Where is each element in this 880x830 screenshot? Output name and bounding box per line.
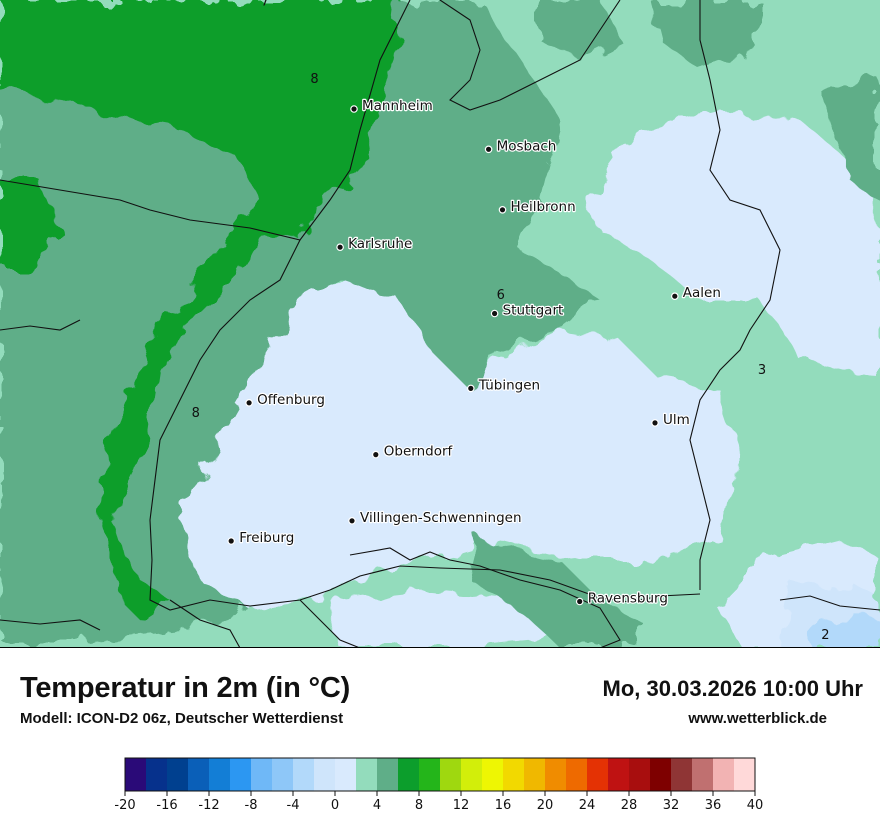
valid-datetime: Mo, 30.03.2026 10:00 Uhr: [602, 676, 863, 701]
contour-labels: 78683265: [192, 0, 830, 643]
colorbar-swatch: [545, 758, 567, 791]
colorbar-swatch: [230, 758, 252, 791]
city-dot-t-bingen: [466, 384, 475, 393]
website-link[interactable]: www.wetterblick.de: [688, 710, 827, 727]
city-label: Offenburg: [257, 392, 325, 408]
colorbar-swatches: [124, 757, 756, 792]
city-markers: Mannheim Mosbach Heilbronn Karlsruhe Stuttga…: [227, 97, 722, 608]
colorbar-swatch: [713, 758, 735, 791]
colorbar-tick-label: -20: [114, 798, 135, 813]
colorbar-swatch: [356, 758, 378, 791]
colorbar-swatch: [629, 758, 651, 791]
city-dot-freiburg: [227, 537, 236, 545]
city-dot-mosbach: [484, 145, 493, 154]
city-label: Mannheim: [362, 98, 433, 114]
colorbar-swatch: [566, 758, 588, 791]
city-label: Karlsruhe: [348, 236, 412, 252]
contour-label: 3: [758, 363, 766, 378]
colorbar-tick-label: 36: [705, 798, 722, 813]
colorbar-tick-label: 24: [579, 798, 596, 813]
colorbar-tick-label: 16: [495, 798, 512, 813]
colorbar-tick-label: -8: [245, 798, 258, 813]
colorbar-swatch: [419, 758, 441, 791]
colorbar-tick-label: 40: [747, 798, 764, 813]
contour-label: 6: [497, 288, 505, 303]
city-dot-offenburg: [245, 398, 253, 407]
colorbar-swatch: [587, 758, 609, 791]
colorbar-swatch: [461, 758, 483, 791]
colorbar-swatch: [251, 758, 273, 791]
colorbar-swatch: [167, 758, 189, 791]
colorbar-swatch: [734, 758, 756, 791]
colorbar-swatch: [503, 758, 525, 791]
city-dot-ulm: [651, 419, 659, 427]
city-dot-aalen: [670, 292, 679, 301]
colorbar-swatch: [188, 758, 210, 791]
colorbar-swatch: [692, 758, 714, 791]
colorbar-swatch: [272, 758, 294, 791]
city-dot-mannheim: [350, 105, 358, 113]
colorbar-swatch: [482, 758, 504, 791]
temperature-map: 78683265 MannheimMosbachHeilbronnKarlsru…: [0, 0, 880, 648]
colorbar-tick-label: -16: [156, 798, 177, 813]
colorbar-swatch: [335, 758, 357, 791]
colorbar-tick-label: 4: [373, 798, 381, 813]
colorbar-legend: -20 -16 -12 -8 -4 0 4 8 12 16 20 24 28 32 36 40: [114, 757, 763, 813]
city-label: Stuttgart: [503, 303, 564, 319]
colorbar-swatch: [125, 758, 147, 791]
contour-label: 8: [192, 406, 200, 421]
city-label: Aalen: [683, 285, 721, 301]
contour-label: 8: [310, 72, 318, 87]
colorbar-ticks: -20 -16 -12 -8 -4 0 4 8 12 16 20 24 28 32 36 40: [114, 791, 763, 813]
city-dot-villingen-schwenningen: [348, 516, 356, 525]
city-label: Ulm: [663, 412, 690, 428]
city-dot-heilbronn: [498, 206, 507, 214]
colorbar-swatch: [314, 758, 336, 791]
colorbar-tick-label: 32: [663, 798, 680, 813]
colorbar-swatch: [146, 758, 168, 791]
colorbar-swatch: [524, 758, 546, 791]
model-source: Modell: ICON-D2 06z, Deutscher Wetterdie…: [20, 710, 344, 727]
city-label: Tübingen: [478, 377, 540, 393]
colorbar-tick-label: 8: [415, 798, 423, 813]
colorbar-swatch: [398, 758, 420, 791]
city-label: Villingen-Schwenningen: [360, 510, 522, 526]
colorbar-swatch: [209, 758, 231, 791]
colorbar-swatch: [440, 758, 462, 791]
city-label: Freiburg: [239, 530, 294, 546]
city-label: Ravensburg: [588, 591, 668, 607]
colorbar-tick-label: -4: [287, 798, 300, 813]
colorbar-swatch: [293, 758, 315, 791]
colorbar-swatch: [671, 758, 693, 791]
contour-label: 2: [821, 628, 829, 643]
colorbar-tick-label: -12: [198, 798, 219, 813]
city-dot-stuttgart: [490, 309, 499, 318]
contour-label: 7: [261, 0, 269, 9]
colorbar-swatch: [608, 758, 630, 791]
city-dot-oberndorf: [371, 450, 380, 459]
city-dot-karlsruhe: [336, 243, 344, 252]
borders: [0, 0, 880, 648]
city-label: Mosbach: [497, 138, 557, 154]
city-label: Oberndorf: [384, 444, 454, 460]
city-label: Heilbronn: [511, 199, 576, 215]
colorbar-swatch: [650, 758, 672, 791]
map-title: Temperatur in 2m (in °C): [20, 672, 351, 704]
city-dot-ravensburg: [575, 597, 584, 606]
temperature-field: [0, 0, 880, 648]
colorbar-tick-label: 20: [537, 798, 554, 813]
colorbar-swatch: [377, 758, 399, 791]
colorbar-frame: [124, 757, 756, 792]
colorbar-tick-label: 12: [453, 798, 470, 813]
colorbar-tick-label: 0: [331, 798, 339, 813]
colorbar-tick-label: 28: [621, 798, 638, 813]
